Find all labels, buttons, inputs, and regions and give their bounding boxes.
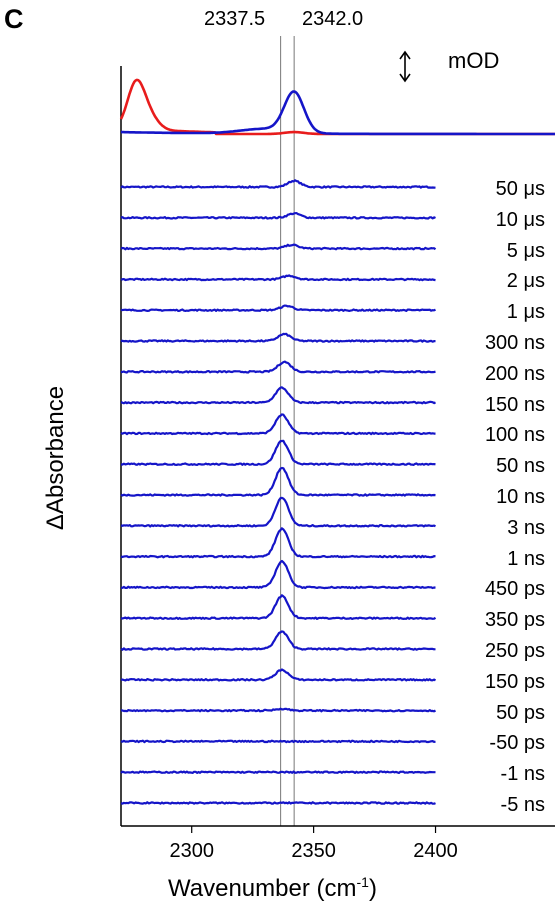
reference-line-label: 2342.0 [302,8,364,30]
scale-bar-arrow-down [399,73,411,83]
trace-label: 2 μs [506,270,545,293]
blue-reference-spectrum [120,90,555,136]
scale-bar-icon [399,50,411,83]
trace-line [120,466,436,497]
time-resolved-traces [120,179,437,805]
x-axis-label-close: ) [368,875,377,902]
trace-label: 10 μs [495,208,545,231]
x-axis-label-exponent: -1 [356,874,369,890]
trace-line [120,332,436,343]
trace-label: 100 ns [484,424,545,447]
trace-label: 1 μs [506,301,545,324]
trace-label: 300 ns [484,332,545,354]
scale-bar-label: mOD [448,48,500,73]
trace-line [120,386,436,405]
trace-label: -1 ns [500,763,545,786]
trace-line [121,439,436,466]
x-tick-label: 2400 [413,840,458,862]
trace-label: 200 ns [484,362,545,385]
trace-label: 5 μs [506,239,545,262]
trace-line [120,179,436,189]
x-tick-label: 2300 [169,840,214,862]
trace-line [120,668,437,682]
trace-line [120,212,436,220]
trace-line [120,594,437,621]
trace-label: 350 ps [484,609,545,632]
trace-label: 1 ns [507,547,545,570]
reference-lines [280,36,295,826]
trace-line [120,707,437,713]
panel-letter: C [4,4,24,34]
y-axis-label: ΔAbsorbance [42,385,69,531]
red-reference-spectrum [119,78,555,136]
trace-line [120,630,436,651]
trace-label: 150 ps [484,670,545,693]
trace-label: 10 ns [496,486,545,508]
trace-label: 3 ns [507,516,545,539]
axes [120,66,555,833]
trace-line [120,801,436,805]
x-axis-label-text: Wavenumber (cm [168,875,357,902]
reference-spectra [119,78,555,136]
trace-label: -5 ns [500,794,545,816]
trace-label: 50 ns [496,455,545,478]
trace-line [120,527,436,559]
trace-label: 450 ps [484,578,545,601]
reference-line-label: 2337.5 [204,8,266,30]
trace-line [120,770,436,775]
trace-line [120,360,436,374]
x-axis-label: Wavenumber (cm-1) [168,874,377,903]
trace-label: 50 ps [496,701,545,724]
trace-line [120,243,437,251]
trace-line [120,559,436,590]
trace-line [120,413,436,436]
trace-label: 250 ps [484,640,545,662]
scale-bar-arrow-up [399,50,411,60]
trace-line [120,274,436,282]
trace-label: -50 ps [489,732,545,755]
x-tick-label: 2350 [291,840,336,862]
trace-line [120,496,436,528]
trace-line [120,739,436,744]
trace-line [120,304,436,312]
trace-label: 50 μs [495,178,545,200]
trace-label: 150 ns [484,393,545,416]
